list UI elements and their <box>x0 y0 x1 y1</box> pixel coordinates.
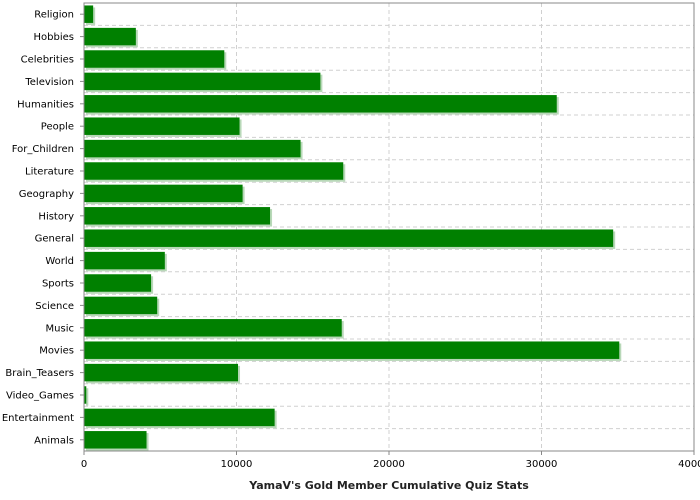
category-label: World <box>45 256 74 267</box>
bars <box>84 5 622 451</box>
category-label: Geography <box>19 189 74 200</box>
bar-celebrities <box>84 50 225 68</box>
bar-literature <box>84 162 344 180</box>
x-tick-label: 20000 <box>373 459 405 470</box>
x-tick-label: 30000 <box>526 459 558 470</box>
category-label: Entertainment <box>2 413 74 424</box>
category-label: Music <box>46 323 74 334</box>
category-label: Movies <box>39 346 74 357</box>
bar-brain-teasers <box>84 363 239 382</box>
bar-television <box>84 72 321 91</box>
bar-general <box>84 229 614 247</box>
category-label: Brain_Teasers <box>5 368 74 379</box>
category-label: Sports <box>42 279 74 290</box>
category-label: Video_Games <box>6 391 74 402</box>
bar-history <box>84 207 271 225</box>
category-label: Humanities <box>17 99 74 110</box>
category-label: History <box>38 211 74 222</box>
category-label: Animals <box>34 435 74 446</box>
bar-religion <box>84 5 94 23</box>
bar-animals <box>84 431 147 449</box>
bar-humanities <box>84 95 557 113</box>
category-label: People <box>41 122 74 133</box>
category-label: General <box>35 234 74 245</box>
bar-video-games <box>84 386 87 404</box>
bar-shadow <box>86 388 89 406</box>
bar-hobbies <box>84 27 136 46</box>
bar-for-children <box>84 139 301 158</box>
x-tick-label: 0 <box>81 459 87 470</box>
category-label: Science <box>35 301 74 312</box>
bar-world <box>84 251 165 270</box>
category-label: Celebrities <box>21 55 74 66</box>
category-label: Literature <box>25 167 74 178</box>
bar-entertainment <box>84 408 275 427</box>
bar-people <box>84 117 240 135</box>
bar-music <box>84 319 342 337</box>
category-label: For_Children <box>12 144 74 155</box>
category-label: Television <box>24 77 74 88</box>
bar-science <box>84 296 158 315</box>
x-tick-label: 10000 <box>221 459 253 470</box>
category-label: Hobbies <box>34 32 74 43</box>
bar-sports <box>84 274 152 292</box>
x-tick-labels: 0 10000 20000 30000 40000 <box>81 451 700 470</box>
x-axis-title: YamaV's Gold Member Cumulative Quiz Stat… <box>248 479 529 492</box>
x-tick-label: 40000 <box>678 459 700 470</box>
grid-lines <box>83 3 695 451</box>
category-labels: Religion Hobbies Celebrities Television Huma… <box>2 10 84 446</box>
category-label: Religion <box>34 10 74 21</box>
bar-movies <box>84 341 620 359</box>
bar-geography <box>84 184 243 203</box>
